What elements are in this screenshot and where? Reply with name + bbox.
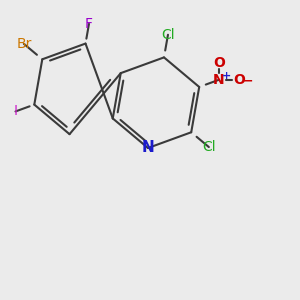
Text: N: N — [213, 73, 225, 87]
Text: −: − — [243, 74, 253, 87]
Text: +: + — [222, 71, 231, 81]
Text: F: F — [85, 17, 93, 31]
Text: O: O — [233, 73, 245, 87]
Text: I: I — [14, 104, 17, 118]
Text: O: O — [213, 56, 225, 70]
Text: Br: Br — [16, 37, 32, 51]
Text: Cl: Cl — [161, 28, 175, 42]
Text: N: N — [142, 140, 154, 155]
Text: Cl: Cl — [202, 140, 216, 154]
